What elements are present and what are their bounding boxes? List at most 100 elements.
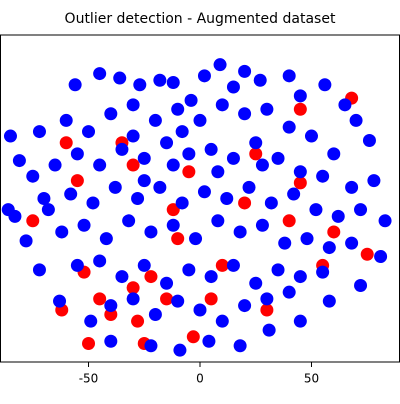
point bbox=[126, 292, 140, 306]
point bbox=[41, 203, 55, 217]
point bbox=[204, 270, 218, 284]
point bbox=[104, 107, 118, 121]
point bbox=[202, 334, 216, 348]
point bbox=[113, 71, 127, 85]
point bbox=[137, 151, 151, 165]
plot-area bbox=[1, 58, 392, 357]
point bbox=[260, 102, 274, 116]
point bbox=[166, 203, 180, 217]
point bbox=[354, 278, 368, 292]
point bbox=[278, 236, 292, 250]
point bbox=[70, 258, 84, 272]
point bbox=[182, 147, 196, 161]
point bbox=[318, 78, 332, 92]
point bbox=[238, 299, 252, 313]
point bbox=[171, 294, 185, 308]
point bbox=[70, 147, 84, 161]
point bbox=[238, 64, 252, 78]
point bbox=[300, 232, 314, 246]
point bbox=[204, 142, 218, 156]
point bbox=[242, 180, 256, 194]
point bbox=[68, 78, 82, 92]
point bbox=[331, 209, 345, 223]
point bbox=[153, 180, 167, 194]
point bbox=[37, 192, 51, 205]
x-tick-label: -50 bbox=[79, 372, 99, 386]
point bbox=[238, 196, 252, 210]
point bbox=[316, 265, 330, 279]
point bbox=[233, 225, 247, 239]
point bbox=[197, 69, 211, 83]
point bbox=[144, 339, 158, 353]
x-tick-label: 50 bbox=[304, 372, 319, 386]
point bbox=[327, 225, 341, 239]
point bbox=[86, 196, 100, 210]
point bbox=[93, 158, 107, 172]
point bbox=[293, 314, 307, 328]
point bbox=[148, 113, 162, 127]
point bbox=[378, 214, 392, 228]
point bbox=[374, 249, 388, 263]
point bbox=[186, 330, 200, 344]
point bbox=[204, 292, 218, 306]
point bbox=[131, 314, 145, 328]
point bbox=[175, 125, 189, 139]
point bbox=[193, 113, 207, 127]
point bbox=[126, 129, 140, 143]
point bbox=[282, 285, 296, 299]
point bbox=[249, 276, 263, 290]
point bbox=[104, 334, 118, 348]
point bbox=[93, 254, 107, 268]
point bbox=[293, 176, 307, 190]
point bbox=[211, 165, 225, 179]
point bbox=[293, 102, 307, 116]
point bbox=[82, 336, 96, 350]
point bbox=[260, 292, 274, 306]
point bbox=[354, 203, 368, 217]
point bbox=[133, 78, 147, 92]
point bbox=[287, 187, 301, 201]
point bbox=[338, 98, 352, 112]
point bbox=[160, 136, 174, 150]
point bbox=[126, 158, 140, 172]
point bbox=[32, 263, 46, 277]
point bbox=[316, 169, 330, 183]
point bbox=[264, 196, 278, 210]
point bbox=[148, 307, 162, 321]
point bbox=[255, 218, 269, 232]
point bbox=[48, 158, 62, 172]
point bbox=[12, 154, 26, 168]
point bbox=[126, 281, 140, 295]
point bbox=[160, 276, 174, 290]
point bbox=[108, 180, 122, 194]
point bbox=[322, 294, 336, 308]
point bbox=[160, 292, 174, 306]
point bbox=[171, 232, 185, 246]
point bbox=[19, 234, 33, 248]
point bbox=[171, 102, 185, 116]
point bbox=[215, 258, 229, 272]
point bbox=[26, 169, 40, 183]
point bbox=[53, 294, 67, 308]
point bbox=[32, 125, 46, 139]
point bbox=[166, 218, 180, 232]
point bbox=[64, 187, 78, 201]
point bbox=[253, 73, 267, 87]
chart-title: Outlier detection - Augmented dataset bbox=[65, 11, 336, 27]
point bbox=[282, 120, 296, 134]
point bbox=[93, 292, 107, 306]
point bbox=[26, 214, 40, 228]
point bbox=[367, 174, 381, 188]
x-tick-label: 0 bbox=[196, 372, 204, 386]
point bbox=[249, 136, 263, 150]
point bbox=[213, 58, 227, 72]
point bbox=[166, 76, 180, 90]
point bbox=[349, 113, 363, 127]
point bbox=[166, 158, 180, 172]
point bbox=[226, 258, 240, 272]
point bbox=[322, 241, 336, 255]
point bbox=[93, 67, 107, 81]
point bbox=[360, 247, 374, 261]
point bbox=[260, 303, 274, 317]
point bbox=[99, 232, 113, 246]
